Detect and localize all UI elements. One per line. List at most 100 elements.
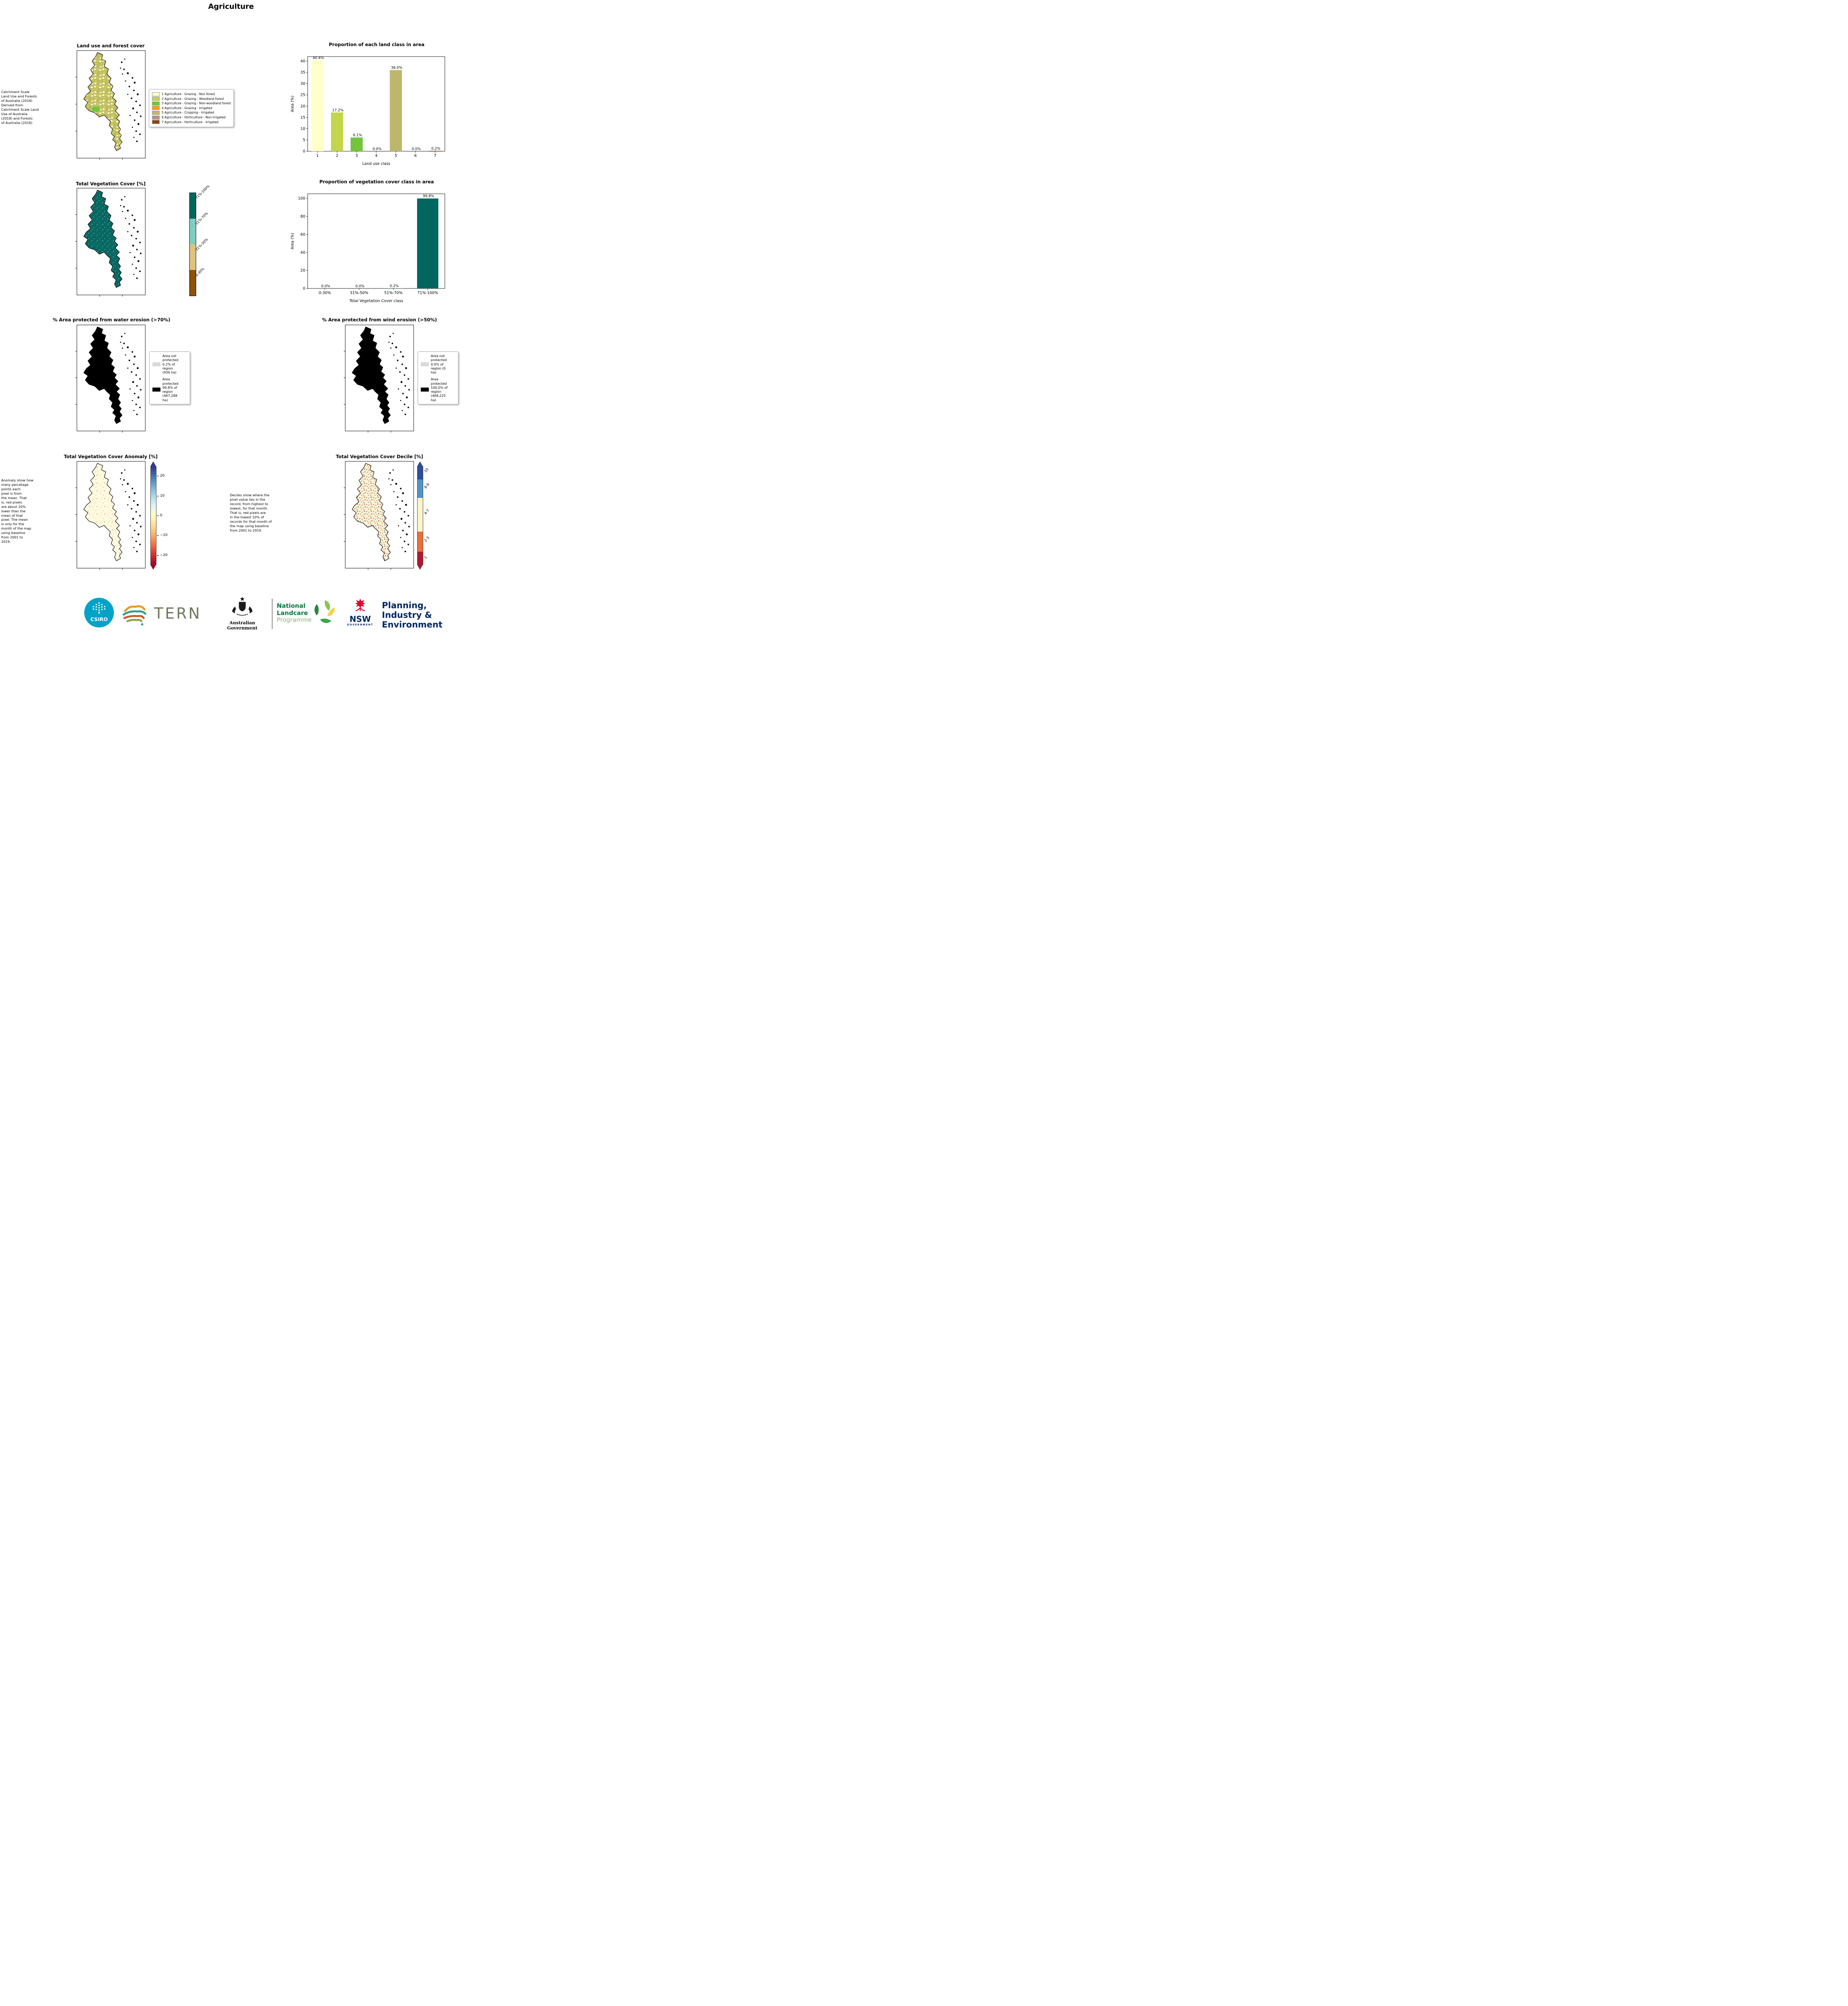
island — [396, 367, 397, 369]
anomaly-note: Anomaly show how many percetage points e… — [1, 478, 34, 544]
page-title: Agriculture — [208, 2, 254, 11]
colorbar-segment — [190, 219, 196, 244]
bar — [389, 70, 402, 151]
island — [132, 244, 134, 247]
island — [129, 252, 131, 254]
bar — [417, 198, 438, 288]
colorbar-arrow-up — [417, 461, 423, 466]
island — [140, 115, 142, 117]
legend-item: Area protected 99.8% of region (467,288 … — [152, 377, 187, 402]
colorbar-segments — [417, 466, 423, 565]
legend-item: 7 Agriculture - Horticulture - Irrigated — [152, 120, 231, 124]
island — [122, 484, 123, 485]
x-tick-label: 0-30% — [318, 291, 331, 295]
y-tick-label: 60 — [300, 232, 305, 237]
island — [131, 371, 132, 373]
australian-government-wordmark: Australian Government — [227, 620, 258, 631]
island — [139, 378, 141, 380]
x-tick-label: 71%-100% — [417, 291, 438, 295]
island — [127, 346, 129, 349]
y-tick-label: 20 — [300, 104, 305, 109]
island — [124, 333, 126, 334]
island — [136, 413, 138, 415]
veg-cover-map — [75, 188, 146, 297]
island — [137, 533, 140, 536]
island — [133, 547, 135, 548]
x-tick-label: 5 — [395, 154, 397, 158]
island — [132, 400, 133, 401]
island — [129, 115, 131, 116]
island — [402, 410, 403, 411]
nsw-government-logo: NSW GOVERNMENT — [345, 598, 375, 626]
x-tick-label: 31%-50% — [350, 291, 368, 295]
island — [389, 335, 391, 337]
colorbar-tick-label: −20 — [160, 553, 168, 557]
land-use-map-title: Land use and forest cover — [77, 43, 145, 49]
y-tick-label: 0 — [303, 149, 305, 154]
island — [405, 504, 407, 506]
bar-value-label: 0.0% — [373, 147, 381, 151]
land-class-chart-panel: Proportion of each land class in area 0 5… — [288, 42, 449, 168]
island — [396, 504, 397, 506]
island — [136, 248, 138, 250]
island — [140, 252, 142, 254]
island — [134, 393, 136, 394]
island — [400, 351, 402, 353]
island — [124, 469, 126, 471]
landcare-line: Programme — [277, 616, 312, 624]
island — [132, 214, 133, 216]
island — [134, 256, 136, 258]
island — [128, 85, 130, 87]
island — [402, 492, 404, 494]
landcare-line: Landcare — [277, 609, 308, 617]
legend-swatch — [421, 388, 429, 392]
island — [392, 469, 394, 471]
island — [405, 367, 407, 369]
legend-label: Area protected 100.0% of region (468,225… — [431, 377, 448, 402]
y-tick-label: 35 — [300, 71, 305, 75]
legend-item: 2 Agriculture - Grazing - Woodland fores… — [152, 97, 231, 101]
colorbar-arrow-down — [417, 565, 423, 570]
island — [135, 374, 137, 376]
island — [128, 223, 130, 225]
island — [139, 406, 141, 408]
island — [121, 61, 123, 63]
anomaly-colorbar — [150, 461, 156, 570]
water-erosion-legend: Area not protected 0.2% of region (936 h… — [149, 351, 190, 404]
x-tick-label: 6 — [414, 154, 417, 158]
island — [133, 410, 135, 411]
colorbar-segment — [190, 244, 196, 270]
island — [395, 483, 397, 485]
island — [133, 274, 135, 275]
island — [406, 533, 408, 536]
island — [136, 550, 138, 552]
legend-label: 6 Agriculture - Horticulture - Non-irrig… — [162, 116, 226, 120]
colorbar-tick — [157, 535, 159, 536]
island — [389, 472, 391, 474]
island — [406, 396, 408, 399]
island — [135, 130, 137, 132]
island — [131, 508, 132, 510]
planning-line: Planning, — [382, 601, 427, 610]
island — [408, 378, 409, 380]
island — [137, 260, 140, 262]
island — [133, 136, 135, 138]
island — [139, 544, 141, 546]
catchment-region — [352, 463, 391, 561]
colorbar-segment — [418, 479, 423, 498]
island — [404, 374, 406, 376]
y-tick-label: 0 — [303, 286, 305, 291]
bar-value-label: 6.1% — [353, 134, 362, 138]
y-tick-label: 40 — [300, 59, 305, 63]
island — [125, 218, 126, 219]
wind-erosion-map-title: % Area protected from wind erosion (>50%… — [322, 317, 437, 323]
colorbar-label: 71%-100% — [194, 184, 211, 200]
island — [135, 540, 137, 542]
island — [127, 209, 129, 212]
x-tick-label: 3 — [355, 154, 358, 158]
legend-label: 2 Agriculture - Grazing - Woodland fores… — [162, 97, 224, 101]
island — [127, 72, 129, 74]
island — [125, 354, 126, 356]
island — [135, 238, 137, 240]
island — [400, 518, 403, 520]
